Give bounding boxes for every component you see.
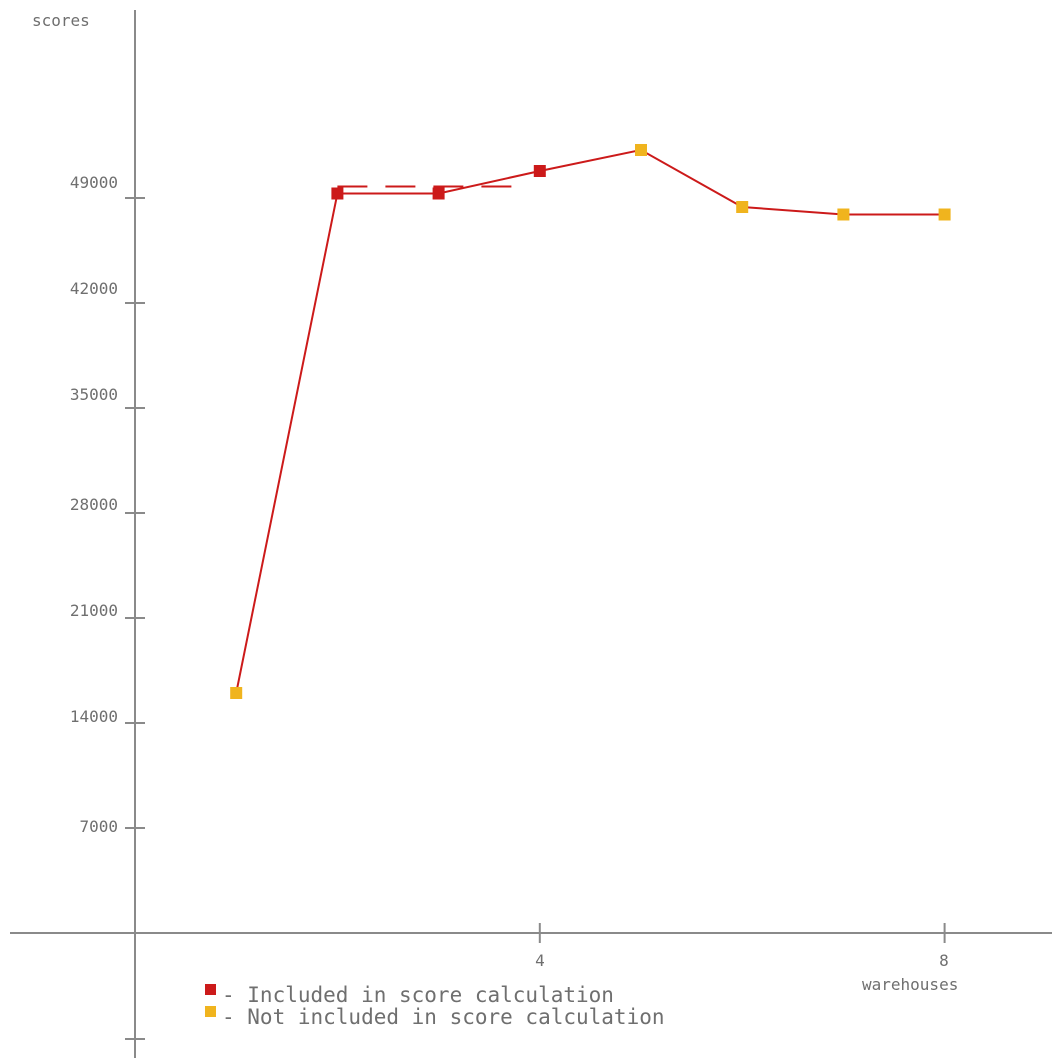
tick-marks — [125, 197, 946, 1040]
legend-label-not-included: - Not included in score calculation — [222, 1005, 665, 1029]
legend: - Included in score calculation - Not in… — [205, 983, 665, 1029]
y-tick-label: 7000 — [79, 817, 118, 836]
data-point-not-included — [837, 208, 850, 221]
data-point-included — [331, 187, 344, 200]
legend-swatch-not-included — [205, 1006, 216, 1017]
data-point-not-included — [736, 201, 749, 213]
legend-swatch-included — [205, 984, 216, 995]
y-axis-title: scores — [32, 11, 90, 30]
y-tick-label: 21000 — [70, 601, 118, 620]
data-point-not-included — [938, 208, 951, 221]
plot-area — [230, 144, 951, 699]
y-tick-label: 14000 — [70, 707, 118, 726]
x-axis-title: warehouses — [862, 975, 958, 994]
y-tick-label: 28000 — [70, 495, 118, 514]
data-point-included — [432, 187, 445, 200]
legend-label-included: - Included in score calculation — [222, 983, 614, 1007]
data-point-not-included — [230, 687, 243, 699]
y-ticks: 49000 42000 35000 28000 21000 14000 7000 — [70, 173, 118, 836]
series-line — [235, 148, 945, 694]
x-tick-label: 4 — [535, 951, 545, 970]
x-ticks: 4 8 — [535, 951, 949, 970]
y-tick-label: 49000 — [70, 173, 118, 192]
x-tick-label: 8 — [939, 951, 949, 970]
y-tick-label: 42000 — [70, 279, 118, 298]
y-tick-label: 35000 — [70, 385, 118, 404]
data-point-included — [533, 165, 546, 177]
data-point-not-included — [635, 144, 647, 156]
